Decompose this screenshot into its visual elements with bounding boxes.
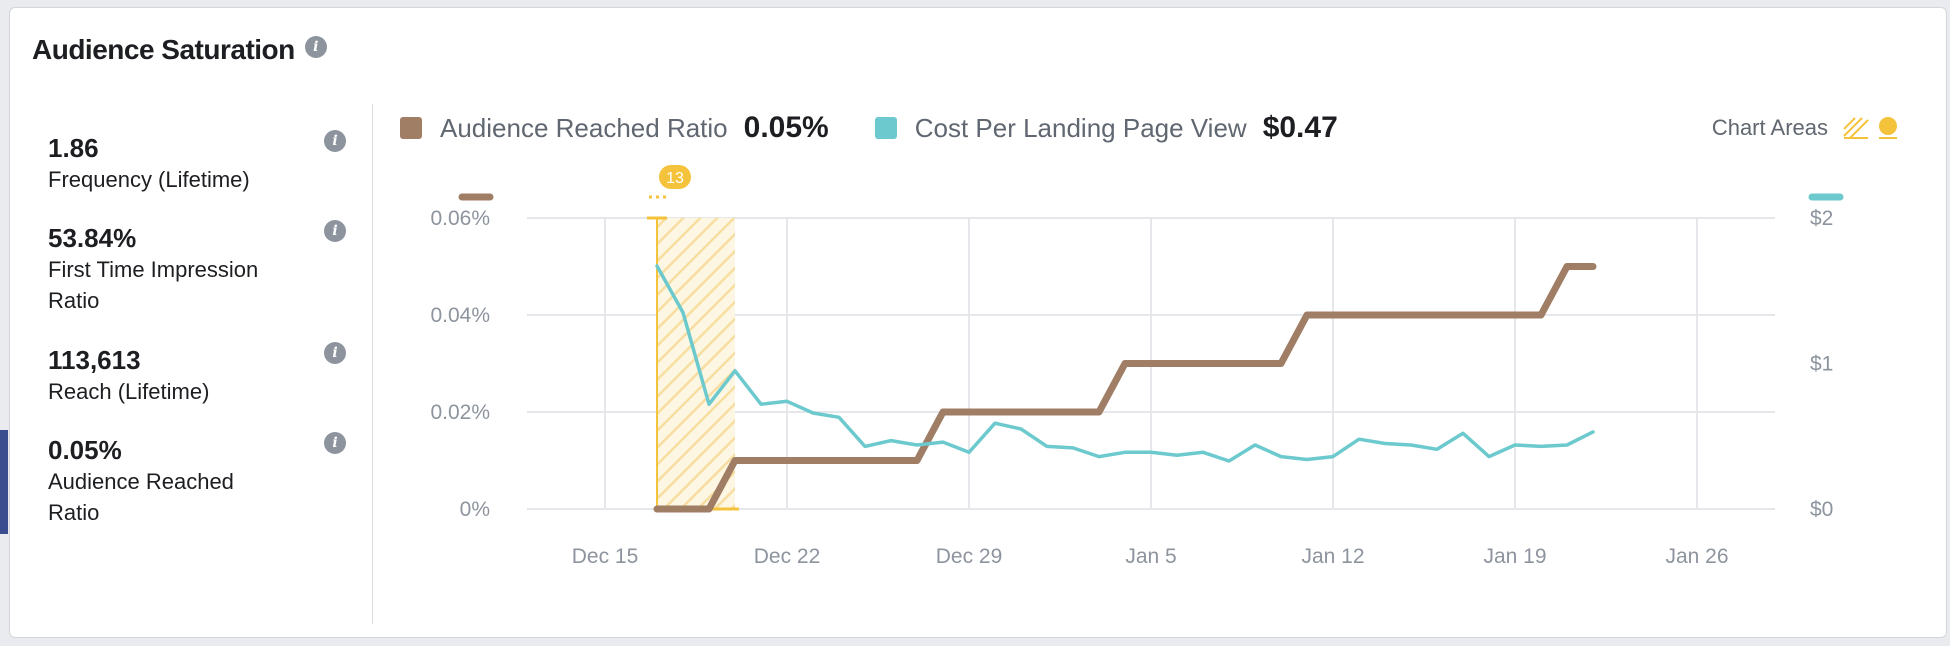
legend-value: 0.05% — [743, 111, 829, 144]
legend-swatch-audience-reached-ratio — [400, 117, 422, 139]
y-right-tick-label: $0 — [1810, 498, 1833, 521]
x-tick-label: Dec 22 — [754, 545, 821, 568]
panel-header: Audience Saturation i — [32, 34, 327, 66]
y-right-tick-label: $1 — [1810, 353, 1833, 376]
chart-areas-icons — [1843, 117, 1897, 139]
y-left-tick-label: 0.06% — [430, 207, 490, 230]
active-metric-indicator — [0, 430, 8, 534]
metric-value: 113,613 — [48, 345, 141, 375]
y-left-tick-label: 0.04% — [430, 304, 490, 327]
info-icon[interactable]: i — [324, 342, 346, 364]
metric-audience-reached-ratio[interactable]: 0.05% Audience Reached Ratio i — [48, 432, 368, 528]
hatched-area-icon[interactable] — [1843, 117, 1869, 139]
metric-reach[interactable]: 113,613 Reach (Lifetime) i — [48, 342, 368, 407]
chart-areas-label: Chart Areas — [1711, 115, 1828, 140]
metric-label: First Time Impression Ratio — [48, 257, 259, 313]
chart-legend: Audience Reached Ratio 0.05% Cost Per La… — [400, 108, 1384, 148]
legend-name: Audience Reached Ratio — [440, 112, 728, 143]
metric-first-time-impression-ratio[interactable]: 53.84% First Time Impression Ratio i — [48, 220, 368, 316]
x-tick-label: Jan 26 — [1665, 545, 1728, 568]
info-icon[interactable]: i — [324, 130, 346, 152]
metric-value: 53.84% — [48, 223, 137, 253]
metric-label: Reach (Lifetime) — [48, 379, 210, 404]
metric-label: Audience Reached Ratio — [48, 469, 234, 525]
info-icon[interactable]: i — [304, 36, 327, 58]
metrics-list: 1.86 Frequency (Lifetime) i 53.84% First… — [0, 108, 372, 538]
info-icon[interactable]: i — [324, 432, 346, 454]
marker-pin-icon[interactable] — [1879, 117, 1897, 139]
x-tick-label: Jan 12 — [1301, 545, 1364, 568]
legend-value: $0.47 — [1262, 111, 1338, 144]
metric-value: 1.86 — [48, 133, 99, 163]
x-tick-label: Dec 15 — [572, 545, 639, 568]
series-line-cost-per-landing-page-view — [655, 264, 1595, 463]
info-icon[interactable]: i — [324, 220, 346, 242]
metric-value: 0.05% — [48, 435, 122, 465]
y-left-tick-label: 0% — [460, 498, 490, 521]
x-tick-label: Jan 19 — [1483, 545, 1546, 568]
x-tick-label: Dec 29 — [936, 545, 1003, 568]
legend-name: Cost Per Landing Page View — [914, 112, 1247, 143]
annotation-badge — [659, 165, 691, 189]
annotation-badge-label: 13 — [666, 170, 684, 187]
panel-title: Audience Saturation — [32, 34, 295, 65]
panel-divider — [372, 104, 373, 624]
chart-areas-toggle[interactable]: Chart Areas — [1712, 114, 1902, 142]
audience-saturation-card — [9, 7, 1947, 638]
y-left-tick-label: 0.02% — [430, 401, 490, 424]
series-line-audience-reached-ratio — [653, 263, 1597, 513]
x-tick-label: Jan 5 — [1125, 545, 1176, 568]
metric-label: Frequency (Lifetime) — [48, 167, 250, 192]
metric-frequency[interactable]: 1.86 Frequency (Lifetime) i — [48, 130, 368, 195]
y-right-tick-label: $2 — [1810, 207, 1833, 230]
legend-swatch-cost-per-landing-page-view — [874, 117, 897, 139]
